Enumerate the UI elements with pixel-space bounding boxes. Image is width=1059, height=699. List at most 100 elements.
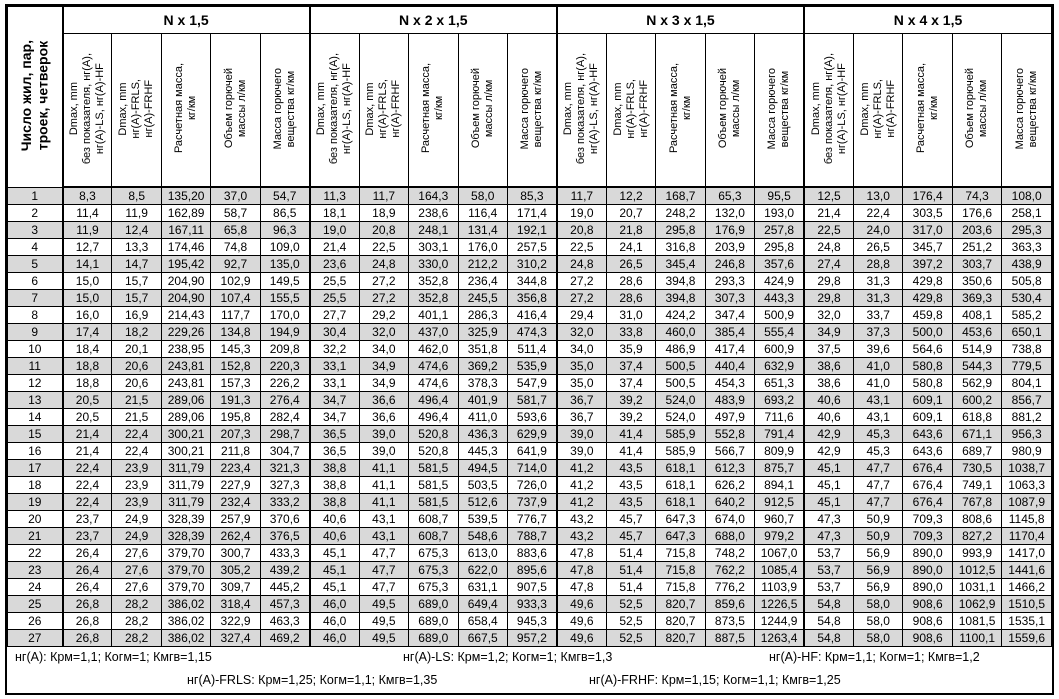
value-cell: 356,8 <box>506 289 558 307</box>
corner-header: Число жил, пар, троек, четверок <box>7 6 63 188</box>
value-cell: 643,6 <box>902 442 953 460</box>
value-cell: 500,5 <box>655 357 706 375</box>
value-cell: 39,0 <box>555 425 607 443</box>
column-header-label: Dmax, mm нг(А)-FRLS, нг(А)-FRHF <box>117 78 156 139</box>
value-cell: 437,0 <box>408 323 459 341</box>
value-cell: 629,9 <box>506 425 558 443</box>
value-cell: 286,3 <box>457 306 508 324</box>
value-cell: 676,4 <box>902 493 953 511</box>
column-header: Dmax, mm без показателя, нг(А), нг(А)-LS… <box>308 33 360 188</box>
value-cell: 212,2 <box>457 255 508 273</box>
value-cell: 933,3 <box>506 595 558 613</box>
value-cell: 1038,7 <box>1001 459 1052 477</box>
value-cell: 552,8 <box>704 425 756 443</box>
value-cell: 51,4 <box>605 578 657 596</box>
value-cell: 47,7 <box>358 544 410 562</box>
value-cell: 890,0 <box>902 544 953 562</box>
value-cell: 580,8 <box>902 374 953 392</box>
value-cell: 56,9 <box>852 578 904 596</box>
value-cell: 581,5 <box>408 493 459 511</box>
value-cell: 369,3 <box>951 289 1003 307</box>
value-cell: 608,7 <box>408 510 459 528</box>
value-cell: 1535,1 <box>1001 612 1052 630</box>
row-number-cell: 26 <box>7 612 63 630</box>
value-cell: 674,0 <box>704 510 756 528</box>
value-cell: 500,5 <box>655 374 706 392</box>
coefficients-footer: нг(А): Крм=1,1; Когм=1; Кмгв=1,15 нг(А)-L… <box>7 647 1052 693</box>
value-cell: 24,1 <box>605 238 657 256</box>
value-cell: 18,8 <box>61 357 113 375</box>
value-cell: 36,5 <box>308 442 360 460</box>
value-cell: 28,6 <box>605 272 657 290</box>
value-cell: 408,1 <box>951 306 1003 324</box>
value-cell: 257,5 <box>506 238 558 256</box>
value-cell: 21,4 <box>61 442 113 460</box>
value-cell: 204,90 <box>160 289 212 307</box>
value-cell: 32,2 <box>308 340 360 358</box>
value-cell: 41,0 <box>852 357 904 375</box>
value-cell: 22,5 <box>803 221 855 239</box>
value-cell: 438,9 <box>1001 255 1052 273</box>
value-cell: 96,3 <box>259 221 311 239</box>
value-cell: 21,4 <box>308 238 360 256</box>
value-cell: 28,2 <box>111 595 162 613</box>
value-cell: 671,1 <box>951 425 1003 443</box>
value-cell: 109,0 <box>259 238 311 256</box>
value-cell: 581,7 <box>506 391 558 409</box>
value-cell: 24,0 <box>852 221 904 239</box>
value-cell: 401,1 <box>408 306 459 324</box>
value-cell: 618,8 <box>951 408 1003 426</box>
value-cell: 34,0 <box>555 340 607 358</box>
value-cell: 1100,1 <box>951 629 1003 647</box>
value-cell: 257,8 <box>754 221 805 239</box>
value-cell: 18,1 <box>308 204 360 222</box>
column-header: Объем горючей массы л/км <box>704 33 756 188</box>
value-cell: 676,4 <box>902 459 953 477</box>
table-row: 12 18,8 20,6 243,81 157,3 226,2 33,1 34,9 474,6 3… <box>7 374 1052 392</box>
value-cell: 23,9 <box>111 493 162 511</box>
value-cell: 511,4 <box>506 340 558 358</box>
value-cell: 1559,6 <box>1001 629 1052 647</box>
value-cell: 512,6 <box>457 493 508 511</box>
row-number-cell: 22 <box>7 544 63 562</box>
value-cell: 21,5 <box>111 408 162 426</box>
value-cell: 232,4 <box>210 493 261 511</box>
column-header-label: Dmax, mm нг(А)-FRLS, нг(А)-FRHF <box>611 78 650 139</box>
value-cell: 618,1 <box>655 476 706 494</box>
value-cell: 174,46 <box>160 238 212 256</box>
value-cell: 43,5 <box>605 476 657 494</box>
value-cell: 370,6 <box>259 510 311 528</box>
value-cell: 544,3 <box>951 357 1003 375</box>
value-cell: 730,5 <box>951 459 1003 477</box>
value-cell: 300,7 <box>210 544 261 562</box>
value-cell: 524,0 <box>655 408 706 426</box>
value-cell: 350,6 <box>951 272 1003 290</box>
table-row: 20 23,7 24,9 328,39 257,9 370,6 40,6 43,1 608,7 5… <box>7 510 1052 528</box>
value-cell: 18,2 <box>111 323 162 341</box>
value-cell: 18,9 <box>358 204 410 222</box>
value-cell: 311,79 <box>160 493 212 511</box>
value-cell: 11,7 <box>555 186 607 205</box>
value-cell: 26,5 <box>852 238 904 256</box>
table-row: 25 26,8 28,2 386,02 318,4 457,3 46,0 49,5 689,0 6… <box>7 595 1052 613</box>
value-cell: 40,6 <box>803 408 855 426</box>
value-cell: 33,1 <box>308 357 360 375</box>
value-cell: 27,6 <box>111 544 162 562</box>
value-cell: 11,9 <box>111 204 162 222</box>
value-cell: 28,2 <box>111 612 162 630</box>
column-header: Расчетная масса, кг/км <box>160 33 212 188</box>
table-body: 1 8,3 8,5 135,20 37,0 54,7 11,3 11,7 164,3 58,0 85… <box>7 186 1052 647</box>
value-cell: 176,9 <box>704 221 756 239</box>
value-cell: 318,4 <box>210 595 261 613</box>
value-cell: 1012,5 <box>951 561 1003 579</box>
value-cell: 262,4 <box>210 527 261 545</box>
value-cell: 873,5 <box>704 612 756 630</box>
value-cell: 135,0 <box>259 255 311 273</box>
value-cell: 345,4 <box>655 255 706 273</box>
row-number-cell: 27 <box>7 629 63 647</box>
value-cell: 38,8 <box>308 493 360 511</box>
value-cell: 459,8 <box>902 306 953 324</box>
value-cell: 1081,5 <box>951 612 1003 630</box>
value-cell: 243,81 <box>160 374 212 392</box>
value-cell: 35,9 <box>605 340 657 358</box>
